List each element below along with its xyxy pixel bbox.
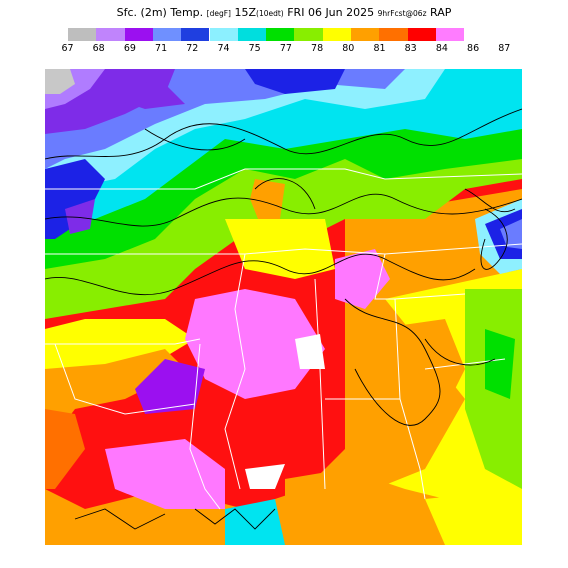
- map-fill-orange: [45, 189, 522, 545]
- map-fill-purple-north: [105, 79, 185, 109]
- contour-2: [45, 193, 522, 227]
- title-date: FRI 06 Jun 2025: [287, 6, 375, 19]
- state-boundaries: [45, 168, 522, 510]
- map-fill-yellow-gulf: [425, 489, 522, 545]
- legend-label-72: 72: [186, 43, 199, 54]
- legend-swatch-12: [407, 28, 436, 41]
- map-fill-darkorange-west: [45, 409, 85, 489]
- legend-label-87: 87: [498, 43, 511, 54]
- map-fill-white-hot: [295, 334, 325, 369]
- map-fill-green-east2: [485, 329, 515, 399]
- map-fill-cyan-gulf: [225, 499, 285, 545]
- title-forecast: 9hrFcst@06z: [377, 9, 427, 18]
- legend-label-83: 83: [404, 43, 417, 54]
- map-fill-pink-south: [105, 439, 225, 509]
- title-valid-local: (10edt): [256, 9, 284, 18]
- legend-colorbar: [68, 28, 465, 41]
- legend-swatch-3: [152, 28, 182, 41]
- state-line-6: [224, 253, 246, 490]
- legend-swatch-8: [294, 28, 323, 41]
- legend-label-68: 68: [92, 43, 105, 54]
- legend-label-71: 71: [155, 43, 168, 54]
- legend-swatch-7: [266, 28, 295, 41]
- contour-7: [254, 178, 316, 210]
- legend-label-86: 86: [467, 43, 480, 54]
- legend-label-69: 69: [123, 43, 136, 54]
- map-fill-orange-central: [250, 179, 285, 224]
- legend-swatch-10: [351, 28, 380, 41]
- legend-swatch-2: [124, 28, 153, 41]
- legend-label-75: 75: [248, 43, 261, 54]
- state-line-8: [394, 298, 426, 500]
- map-fill-grey: [45, 69, 75, 94]
- state-line-4: [54, 343, 196, 415]
- contour-3: [45, 253, 476, 296]
- legend-swatch-11: [379, 28, 408, 41]
- title-model: RAP: [430, 6, 452, 19]
- legend-label-74: 74: [217, 43, 230, 54]
- legend-label-78: 78: [311, 43, 324, 54]
- map-fill-yellow-central: [225, 219, 335, 279]
- state-line-5: [189, 343, 221, 510]
- legend-label-67: 67: [61, 43, 74, 54]
- legend-swatch-0: [68, 28, 97, 41]
- legend-label-80: 80: [342, 43, 355, 54]
- map-fill-yellow-west: [45, 319, 195, 389]
- map-fill-purple-south: [135, 359, 205, 414]
- contour-5: [424, 338, 496, 366]
- map-fill-purple-west: [65, 199, 95, 234]
- contour-4: [344, 298, 441, 426]
- legend-labels: 67 68 69 71 72 74 75 77 78 80 81 83 84 86 87: [58, 43, 518, 55]
- title-main: Sfc. (2m) Temp.: [116, 6, 204, 19]
- legend-label-77: 77: [279, 43, 292, 54]
- legend-swatch-6: [237, 28, 267, 41]
- state-line-9: [374, 253, 466, 300]
- legend-swatch-9: [322, 28, 351, 41]
- contour-8: [480, 208, 508, 270]
- legend-swatch-1: [96, 28, 125, 41]
- contour-10: [194, 508, 276, 530]
- legend-swatch-13: [435, 28, 465, 41]
- legend-swatch-5: [209, 28, 238, 41]
- state-line-2: [45, 243, 522, 255]
- map-fill-blue-dark-north: [245, 69, 345, 94]
- map-fill-lightblue-east-storm: [500, 219, 522, 249]
- contour-1: [45, 108, 522, 160]
- legend-label-84: 84: [435, 43, 448, 54]
- contour-9: [464, 188, 516, 213]
- map-fill-blue-dark-west: [45, 159, 105, 239]
- temperature-map: [45, 69, 522, 545]
- state-line-1: [45, 168, 522, 190]
- chart-title: Sfc. (2m) Temp. [degF] 15Z(10edt) FRI 06…: [0, 6, 568, 19]
- legend-swatch-4: [181, 28, 210, 41]
- map-svg: [45, 69, 522, 545]
- contour-11: [74, 508, 166, 530]
- title-units: [degF]: [206, 9, 231, 18]
- map-fill-pink-central: [185, 289, 325, 399]
- contour-6: [144, 128, 246, 151]
- legend-label-81: 81: [373, 43, 386, 54]
- title-valid: 15Z: [234, 6, 257, 19]
- map-fill-white-hot-south: [245, 464, 285, 489]
- state-line-3: [45, 338, 201, 345]
- state-line-7: [314, 278, 326, 490]
- contour-lines: [45, 108, 522, 530]
